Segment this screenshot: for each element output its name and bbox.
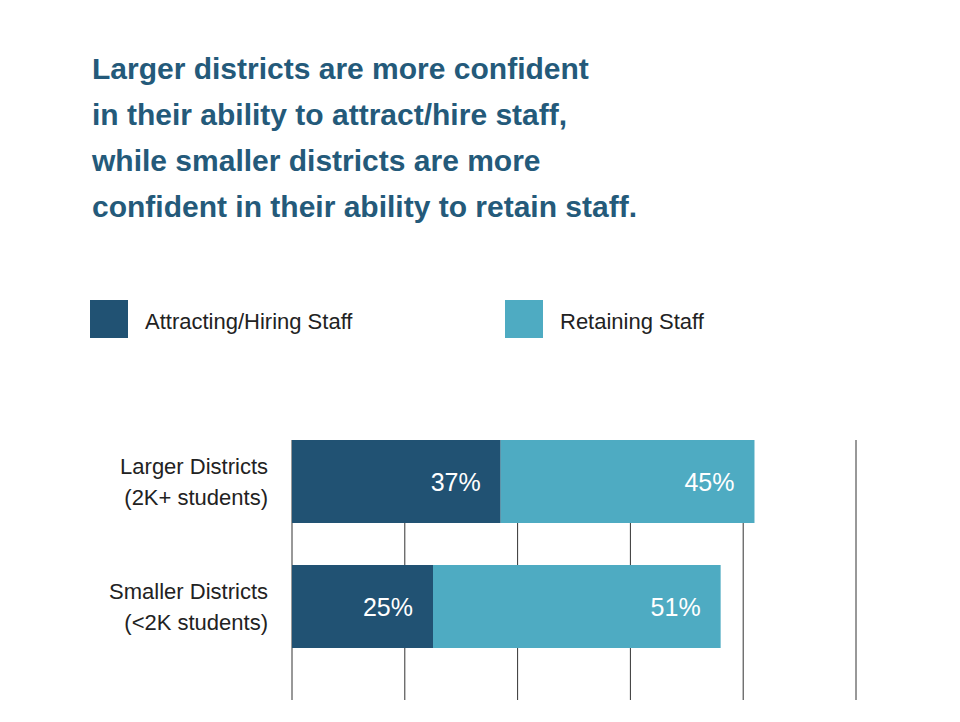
category-line: (2K+ students) [124,485,268,510]
legend-swatch [90,300,128,338]
bar-segment [292,440,501,523]
chart: Larger districts are more confident in th… [0,0,960,722]
legend-label: Attracting/Hiring Staff [145,309,353,334]
bars [292,440,754,648]
grid-line [856,440,857,700]
grid [292,440,856,700]
title-line: confident in their ability to retain sta… [92,190,637,223]
category-label: Larger Districts (2K+ students) [120,454,268,510]
title-line: in their ability to attract/hire staff, [92,98,567,131]
data-label: 25% [363,593,413,621]
bar-segment [501,440,755,523]
category-line: Larger Districts [120,454,268,479]
category-line: Smaller Districts [109,579,268,604]
data-label: 51% [651,593,701,621]
category-label: Smaller Districts (<2K students) [109,579,268,635]
legend: Attracting/Hiring Staff Retaining Staff [90,300,705,338]
data-labels: 37% 45% 25% 51% [363,468,735,621]
data-label: 37% [431,468,481,496]
legend-swatch [505,300,543,338]
title-line: Larger districts are more confident [92,52,589,85]
title: Larger districts are more confident in th… [91,52,637,223]
data-label: 45% [684,468,734,496]
legend-label: Retaining Staff [560,309,705,334]
bar-segment [433,565,721,648]
title-line: while smaller districts are more [91,144,541,177]
category-line: (<2K students) [124,610,268,635]
bar-segment [292,565,433,648]
